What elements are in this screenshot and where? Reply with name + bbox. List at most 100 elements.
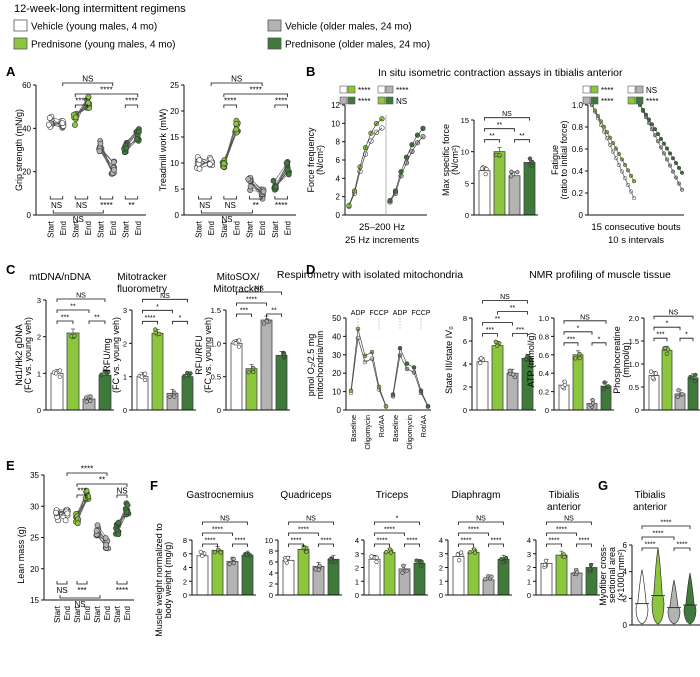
y-tick-label: 8 — [463, 314, 467, 323]
bar — [540, 562, 553, 596]
x-tick-label: Start — [220, 220, 229, 238]
y-tick-label: 40 — [332, 332, 341, 341]
data-point — [693, 372, 698, 378]
data-point — [172, 394, 177, 399]
significance-label: * — [396, 516, 399, 523]
chart-title: Tibialis — [635, 490, 666, 501]
y-tick-label: 4 — [269, 569, 273, 578]
data-point — [198, 549, 203, 555]
legend-swatch — [339, 85, 348, 94]
data-point — [499, 556, 504, 562]
data-point — [103, 541, 109, 548]
bar — [497, 558, 510, 596]
y-tick-label: 2 — [123, 339, 127, 348]
significance-bracket — [482, 322, 513, 326]
data-point — [115, 519, 122, 526]
data-point — [88, 398, 93, 404]
y-tick-label: 4 — [336, 174, 341, 183]
significance-bracket — [74, 196, 89, 200]
y-tick-label: 0 — [355, 591, 359, 600]
significance-label: **** — [75, 97, 87, 106]
legend-swatch — [267, 37, 282, 50]
legend-label: Prednisone (older males, 24 mo) — [285, 40, 430, 51]
significance-label: ** — [128, 201, 134, 210]
data-point — [374, 559, 379, 565]
significance-label: **** — [100, 201, 112, 210]
y-tick-label: 0.8 — [572, 123, 584, 132]
x-axis-label: 15 consecutive bouts — [591, 222, 681, 233]
y-tick-label: 6 — [269, 558, 273, 567]
significance-bracket — [74, 93, 139, 97]
significance-bracket — [116, 581, 128, 585]
data-point — [196, 165, 203, 172]
legend-swatch — [13, 19, 28, 32]
data-point — [388, 550, 394, 555]
y-tick-label: 0 — [183, 591, 187, 600]
x-tick-label: Start — [121, 220, 130, 238]
significance-bracket — [563, 320, 607, 324]
significance-bracket — [288, 543, 304, 547]
x-tick-label: Oligomycin — [407, 415, 414, 450]
data-point — [489, 574, 494, 579]
y-tick-label: 0 — [465, 211, 469, 220]
significance-bracket — [404, 543, 420, 547]
line-chart-fatigue: Fatigue (ratio to initial force) 0 0.2 0.4 0.… — [550, 85, 685, 246]
data-point — [562, 554, 567, 560]
data-point — [270, 177, 277, 184]
significance-bracket — [497, 311, 528, 315]
significance-bracket — [124, 104, 139, 108]
x-tick-label: Start — [46, 220, 55, 238]
y-axis-label: Muscle weight normalized to — [154, 523, 164, 637]
legend-swatch — [590, 85, 599, 94]
significance-label: *** — [61, 315, 69, 322]
data-point — [227, 561, 232, 567]
bar — [491, 345, 504, 411]
data-point — [96, 148, 103, 155]
y-tick-label: 8 — [183, 536, 187, 545]
significance-bracket — [274, 196, 289, 200]
data-point — [693, 379, 698, 384]
y-axis-label: ATP (mmol/g) — [526, 333, 536, 388]
bar — [572, 354, 584, 411]
x-tick-label: Start — [71, 220, 80, 238]
x-tick-label: End — [123, 606, 132, 620]
x-tick-label: End — [258, 221, 267, 235]
violin — [683, 572, 697, 625]
significance-label: *** — [77, 586, 86, 595]
series-line — [591, 104, 635, 182]
y-tick-label: 1 — [527, 577, 531, 586]
y-axis-label: Force frequency — [306, 127, 316, 193]
data-point — [264, 319, 269, 324]
y-tick-label: 10 — [332, 388, 341, 397]
data-point — [419, 559, 424, 564]
data-point — [261, 321, 267, 326]
significance-label: **** — [275, 97, 287, 106]
y-tick-label: 0.4 — [539, 369, 549, 378]
significance-label: NS — [225, 201, 236, 210]
significance-label: * — [666, 321, 669, 328]
significance-label: **** — [677, 542, 688, 549]
significance-bracket — [236, 313, 252, 317]
significance-bracket — [576, 543, 592, 547]
significance-bracket — [374, 543, 390, 547]
data-point — [72, 333, 77, 338]
data-point — [515, 170, 520, 175]
significance-label: NS — [56, 586, 67, 595]
paired-line — [100, 151, 113, 171]
paired-line — [249, 178, 263, 199]
x-tick-label: Baseline — [351, 415, 358, 442]
significance-bracket — [653, 326, 681, 331]
chart-title: Mitotracker — [213, 284, 263, 295]
y-tick-label: 20 — [170, 107, 179, 116]
significance-label: NS — [221, 215, 232, 224]
y-axis-label: Fatigue — [550, 145, 560, 175]
paired-line — [74, 96, 89, 126]
y-tick-label: 0 — [217, 406, 221, 415]
x-tick-label: Start — [245, 220, 254, 238]
significance-bracket — [484, 128, 515, 132]
legend-swatch — [339, 96, 348, 105]
data-point — [493, 339, 498, 344]
y-tick-label: 4 — [183, 564, 187, 573]
y-tick-label: 1 — [123, 373, 127, 382]
